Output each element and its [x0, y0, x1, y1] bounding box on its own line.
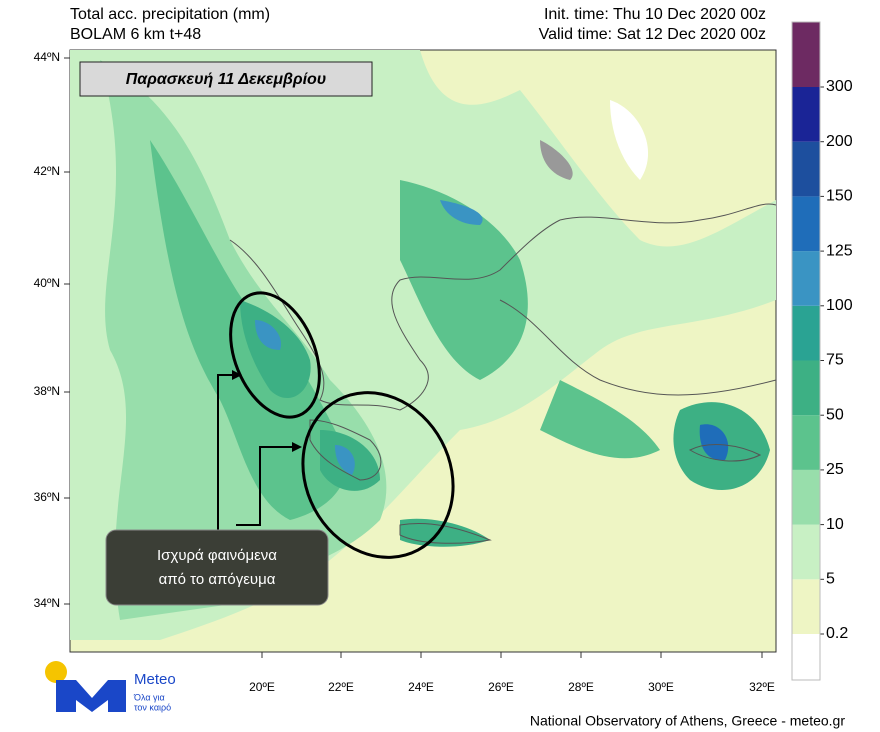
date-banner [79, 61, 373, 97]
lon-label: 22ºE [328, 680, 354, 694]
logo-tagline: τον καιρό [134, 702, 171, 712]
footer: National Observatory of Athens, Greece -… [530, 713, 845, 729]
lat-label: 34ºN [34, 596, 60, 610]
lon-label: 26ºE [488, 680, 514, 694]
callout-box [105, 529, 329, 606]
colorbar-segment [792, 305, 820, 361]
colorbar-segment [792, 634, 820, 680]
precip-field [70, 50, 776, 640]
lat-label: 38ºN [34, 384, 60, 398]
lat-label: 42ºN [34, 164, 60, 178]
logo-sun [45, 661, 67, 683]
lon-label: 32ºE [749, 680, 775, 694]
colorbar-label: 0.2 [826, 625, 848, 642]
colorbar-segment [792, 251, 820, 306]
highlight-ellipse [229, 291, 321, 419]
colorbar-label: 50 [826, 406, 844, 423]
colorbar-label: 125 [826, 242, 853, 259]
lat-label: 44ºN [34, 50, 60, 64]
colorbar-segment [792, 579, 820, 634]
callout-text: από το απόγευμα [159, 571, 276, 588]
arrowhead [292, 442, 302, 452]
colorbar-frame [791, 21, 821, 681]
colorbar-label: 150 [826, 188, 853, 205]
colorbar-label: 10 [826, 516, 844, 533]
colorbar-segment [792, 360, 820, 416]
colorbar-segment [792, 196, 820, 252]
colorbar-segment [792, 87, 820, 142]
colorbar-label: 300 [826, 78, 853, 95]
logo-mark [56, 680, 126, 712]
lat-label: 36ºN [34, 490, 60, 504]
logo-name: Meteo [134, 671, 176, 688]
colorbar-label: 75 [826, 352, 844, 369]
lon-label: 24ºE [408, 680, 434, 694]
title: Total acc. precipitation (mm) [70, 6, 270, 23]
colorbar-label: 25 [826, 461, 844, 478]
colorbar-segment [792, 415, 820, 470]
valid-time: Valid time: Sat 12 Dec 2020 00z [539, 26, 766, 43]
colorbar-label: 5 [826, 571, 835, 588]
logo-tagline: Όλα για [133, 692, 165, 702]
colorbar-segment [792, 22, 820, 87]
colorbar-label: 100 [826, 297, 853, 314]
model: BOLAM 6 km t+48 [70, 26, 201, 43]
arrow [217, 374, 238, 540]
banner-text: Παρασκευή 11 Δεκεμβρίου [126, 71, 327, 88]
lat-label: 40ºN [34, 276, 60, 290]
arrowhead [232, 370, 242, 380]
colorbar-label: 200 [826, 133, 853, 150]
callout-text: Ισχυρά φαινόμενα [157, 547, 277, 564]
coastlines [229, 203, 777, 544]
axes: 44ºN 42ºN 40ºN 38ºN 36ºN 34ºN 20ºE 22ºE 24ºE 26ºE… [34, 50, 775, 694]
lon-label: 28ºE [568, 680, 594, 694]
colorbar-segment [792, 141, 820, 197]
colorbar-segment [792, 469, 820, 525]
legend: 0.2 5 10 25 50 75 100 125 150 200 300 [791, 21, 853, 681]
lon-label: 20ºE [249, 680, 275, 694]
init-time: Init. time: Thu 10 Dec 2020 00z [544, 6, 766, 23]
lon-label: 30ºE [648, 680, 674, 694]
highlight-ellipse [301, 391, 455, 559]
arrow [236, 446, 298, 526]
colorbar-segment [792, 524, 820, 580]
